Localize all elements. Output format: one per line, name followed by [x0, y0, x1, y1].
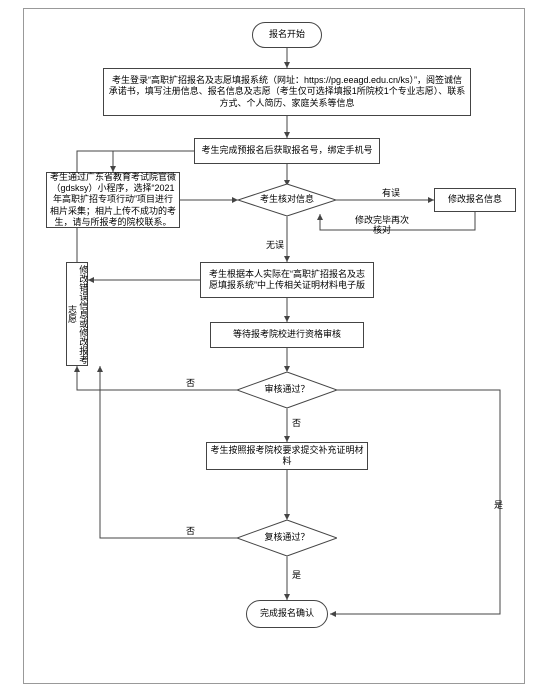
- label-no1: 否: [186, 376, 195, 389]
- start-node: 报名开始: [252, 22, 322, 48]
- photo-node: 考生通过广东省教育考试院官微（gdsksy）小程序，选择“2021年高职扩招专项…: [46, 172, 180, 228]
- photo-label: 考生通过广东省教育考试院官微（gdsksy）小程序，选择“2021年高职扩招专项…: [50, 172, 176, 228]
- reaudit-node: 复核通过？: [237, 520, 337, 556]
- label-correct: 无误: [266, 238, 284, 251]
- fix-node: 修改错误信息或修改报考志愿: [66, 262, 88, 366]
- reaudit-label: 复核通过？: [260, 532, 313, 543]
- label-wrong: 有误: [382, 186, 400, 199]
- label-no3: 否: [186, 524, 195, 537]
- check-node: 考生核对信息: [238, 184, 336, 216]
- audit-node: 审核通过？: [237, 372, 337, 408]
- audit-label: 审核通过？: [260, 384, 313, 395]
- supp-node: 考生按照报考院校要求提交补充证明材料: [206, 442, 368, 470]
- upload-label: 考生根据本人实际在“高职扩招报名及志愿填报系统”中上传相关证明材料电子版: [205, 269, 369, 292]
- label-yes2: 是: [292, 568, 301, 581]
- check-label: 考生核对信息: [256, 194, 318, 205]
- getno-node: 考生完成预报名后获取报名号，绑定手机号: [194, 138, 380, 164]
- modify-label: 修改报名信息: [448, 194, 502, 205]
- label-yes1: 是: [494, 498, 503, 511]
- modify-node: 修改报名信息: [434, 188, 516, 212]
- fix-label: 修改错误信息或修改报考志愿: [66, 263, 89, 365]
- getno-label: 考生完成预报名后获取报名号，绑定手机号: [201, 145, 372, 156]
- wait-node: 等待报考院校进行资格审核: [210, 322, 364, 348]
- login-label: 考生登录“高职扩招报名及志愿填报系统（网址：https://pg.eeagd.e…: [108, 75, 466, 109]
- wait-label: 等待报考院校进行资格审核: [233, 329, 341, 340]
- upload-node: 考生根据本人实际在“高职扩招报名及志愿填报系统”中上传相关证明材料电子版: [200, 262, 374, 298]
- start-label: 报名开始: [269, 29, 305, 40]
- done-label: 完成报名确认: [260, 608, 314, 619]
- label-no2: 否: [292, 416, 301, 429]
- supp-label: 考生按照报考院校要求提交补充证明材料: [207, 445, 367, 468]
- label-recheck: 修改完毕再次核对: [352, 216, 412, 236]
- done-node: 完成报名确认: [246, 600, 328, 628]
- login-node: 考生登录“高职扩招报名及志愿填报系统（网址：https://pg.eeagd.e…: [103, 68, 471, 116]
